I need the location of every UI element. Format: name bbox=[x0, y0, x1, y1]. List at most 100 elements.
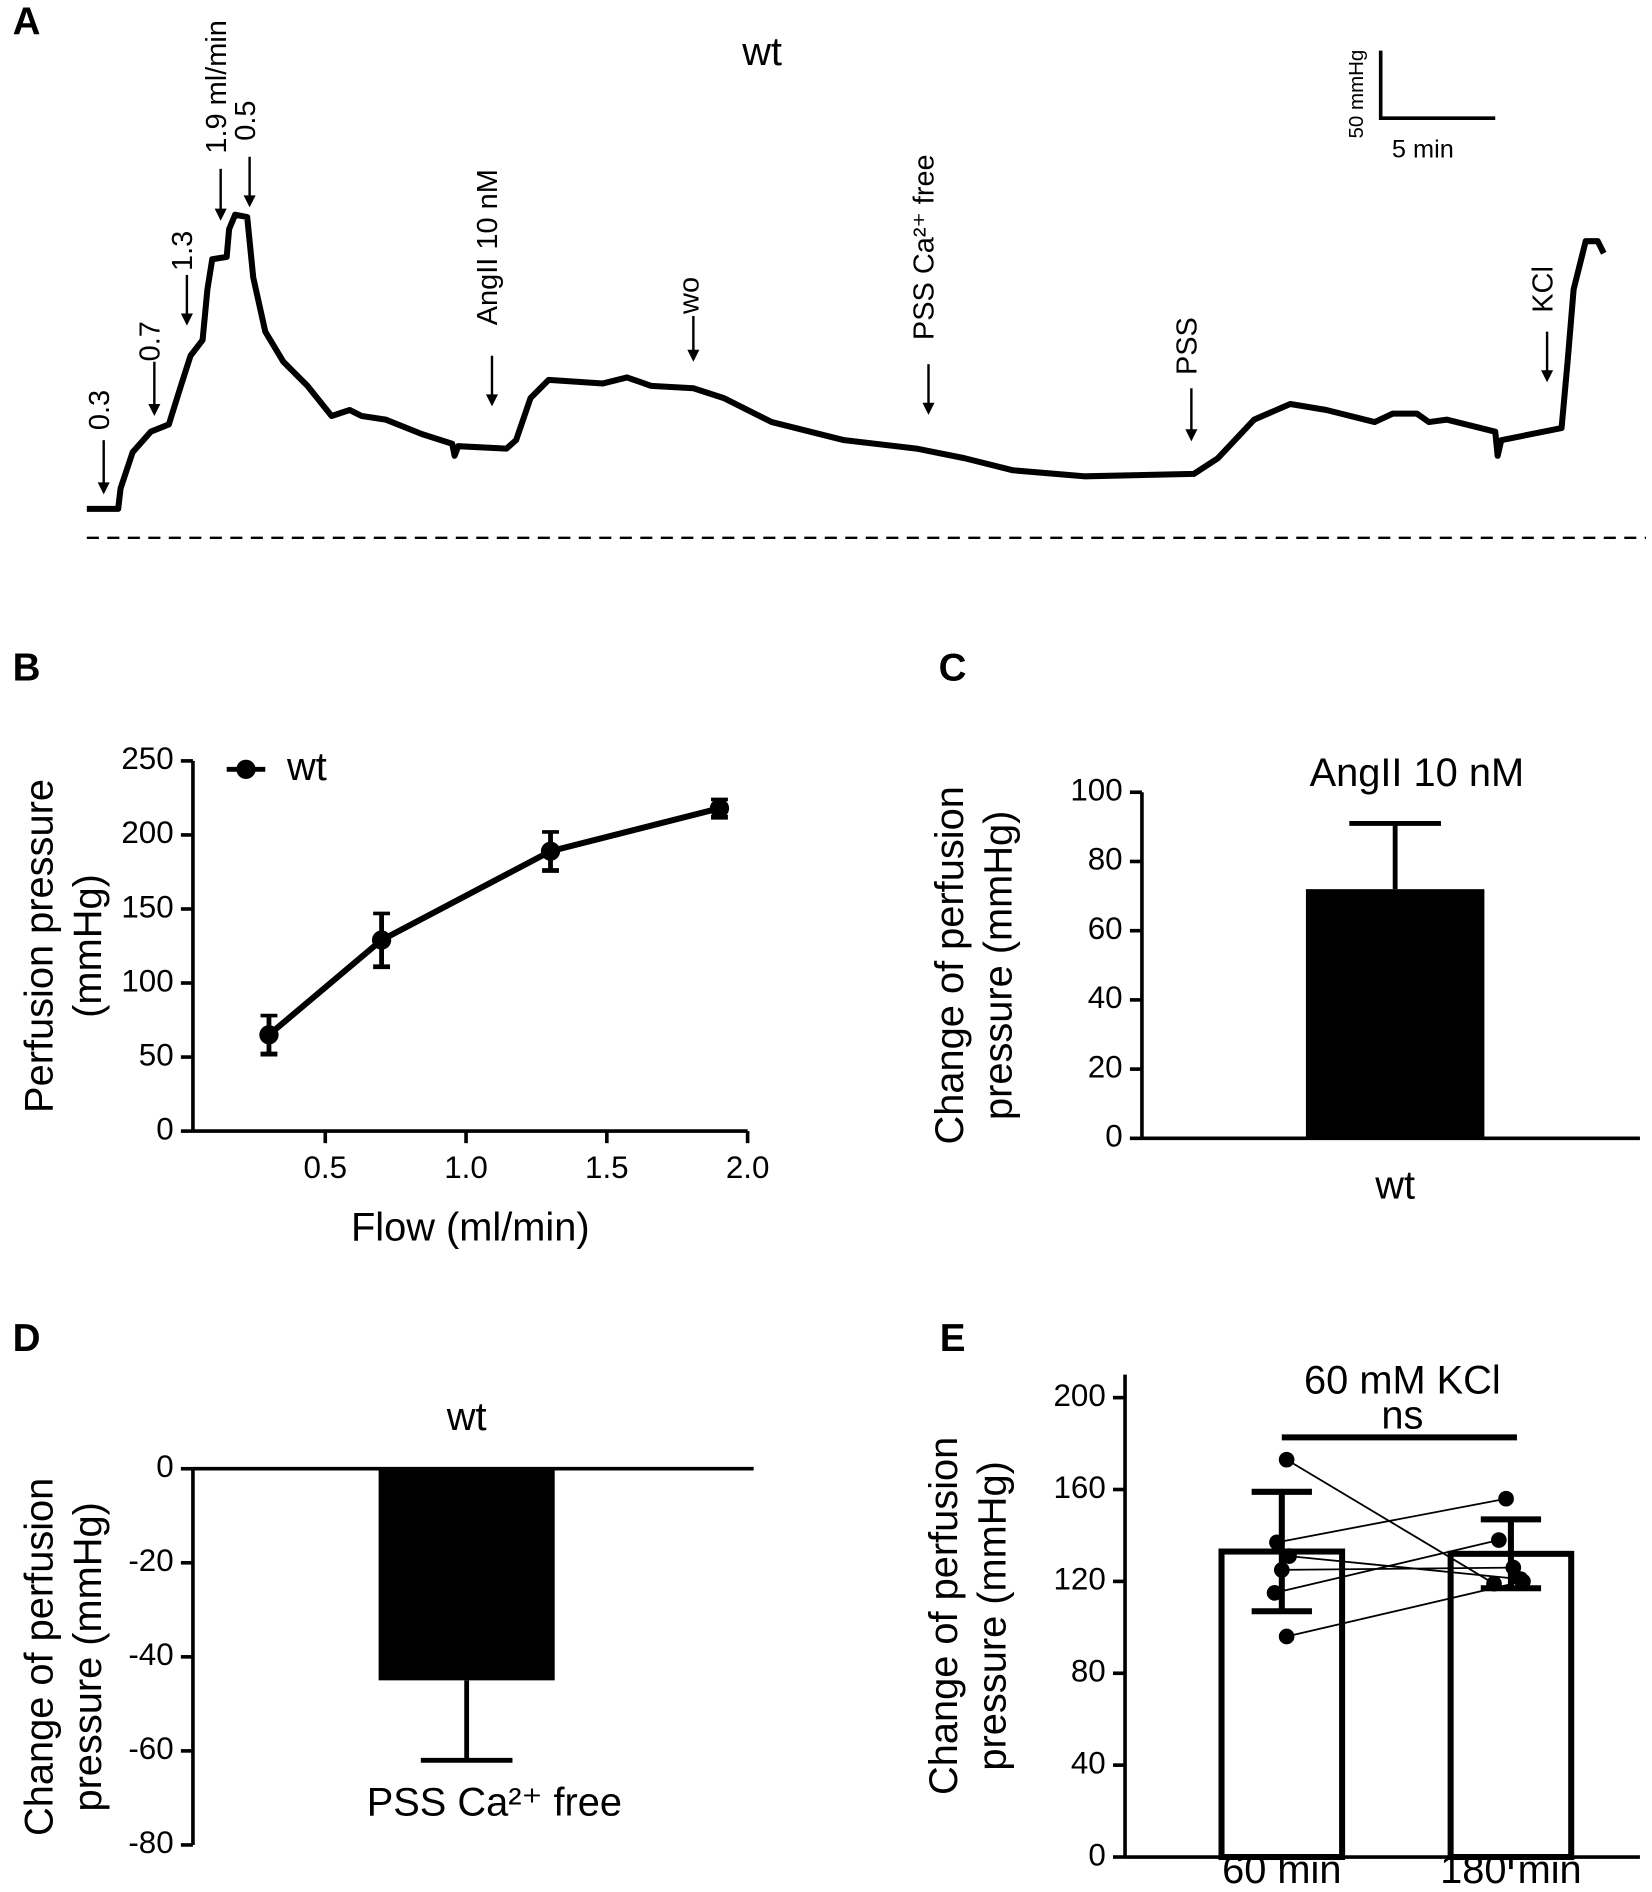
y-axis-label: (mmHg) bbox=[66, 874, 110, 1018]
point bbox=[1266, 1585, 1283, 1601]
legend-marker bbox=[236, 759, 256, 779]
point bbox=[259, 1025, 279, 1045]
pair-line bbox=[1286, 1580, 1524, 1638]
y-tick-label: 50 bbox=[139, 1037, 174, 1072]
point bbox=[1278, 1628, 1295, 1645]
y-tick-label: 0 bbox=[1088, 1837, 1105, 1872]
scale-x-label: 5 min bbox=[1392, 135, 1454, 163]
bar bbox=[1447, 1550, 1575, 1861]
x-tick-label: 2.0 bbox=[726, 1150, 770, 1185]
bar bbox=[1305, 889, 1485, 1139]
y-axis-label: Perfusion pressure bbox=[18, 779, 62, 1113]
y-tick-label: -40 bbox=[128, 1637, 173, 1672]
bar bbox=[378, 1468, 555, 1681]
arrow-head bbox=[243, 195, 256, 208]
y-tick-label: -80 bbox=[128, 1825, 173, 1860]
point bbox=[1486, 1575, 1502, 1592]
y-tick-label: 120 bbox=[1053, 1562, 1105, 1597]
arrow-head bbox=[485, 394, 499, 407]
point bbox=[1515, 1573, 1531, 1590]
y-tick-label: 100 bbox=[121, 963, 173, 998]
y-tick-label: -60 bbox=[128, 1731, 173, 1766]
point bbox=[1269, 1534, 1285, 1551]
point bbox=[1281, 1548, 1297, 1564]
arrow-head bbox=[214, 208, 227, 221]
arrow-head bbox=[180, 313, 193, 326]
chart-title: wt bbox=[741, 30, 782, 74]
panel-label: B bbox=[13, 647, 41, 690]
panel-label: C bbox=[939, 647, 967, 690]
x-axis-label: PSS Ca²⁺ free bbox=[367, 1781, 622, 1825]
annotation: 1.3 bbox=[167, 231, 199, 271]
x-tick-label: wt bbox=[446, 1395, 487, 1439]
y-axis-label: Change of perfusion bbox=[928, 786, 972, 1144]
pair-line bbox=[1276, 1497, 1507, 1544]
x-tick-label: wt bbox=[1374, 1163, 1415, 1207]
annotation: 0.5 bbox=[230, 100, 262, 140]
arrow-head bbox=[1541, 370, 1554, 383]
significance-label: ns bbox=[1381, 1394, 1423, 1438]
point bbox=[371, 930, 392, 950]
panel-label: D bbox=[13, 1317, 41, 1360]
annotation: wo bbox=[674, 277, 706, 315]
annotation: 0.3 bbox=[84, 390, 116, 430]
y-tick-label: 20 bbox=[1088, 1049, 1123, 1084]
point bbox=[1273, 1562, 1290, 1578]
arrow-head bbox=[1185, 429, 1198, 442]
annotation: AngII 10 nM bbox=[472, 169, 504, 325]
arrow-head bbox=[687, 349, 700, 362]
y-axis-label: pressure (mmHg) bbox=[970, 1461, 1014, 1770]
scale-y-label: 50 mmHg bbox=[1345, 50, 1368, 139]
point bbox=[1505, 1559, 1522, 1576]
annotation: KCl bbox=[1527, 266, 1559, 313]
y-tick-label: 0 bbox=[1105, 1119, 1122, 1154]
x-axis-label: Flow (ml/min) bbox=[351, 1205, 590, 1249]
y-axis-label: Change of perfusion bbox=[18, 1478, 62, 1836]
point bbox=[1498, 1490, 1514, 1507]
x-tick-label: 180 min bbox=[1440, 1848, 1582, 1892]
y-tick-label: 40 bbox=[1071, 1745, 1106, 1780]
y-axis-label: pressure (mmHg) bbox=[976, 811, 1020, 1120]
annotation: 0.7 bbox=[135, 321, 167, 361]
pressure-trace bbox=[86, 211, 1607, 512]
x-tick-label: 60 min bbox=[1222, 1848, 1341, 1892]
point bbox=[1491, 1532, 1507, 1548]
y-tick-label: 60 bbox=[1088, 911, 1123, 946]
y-tick-label: -20 bbox=[128, 1543, 173, 1578]
y-tick-label: 0 bbox=[156, 1449, 173, 1484]
chart-title: 60 mM KCl bbox=[1304, 1359, 1501, 1403]
arrow-head bbox=[148, 403, 161, 417]
x-tick-label: 1.5 bbox=[585, 1150, 629, 1185]
y-tick-label: 160 bbox=[1053, 1470, 1105, 1505]
annotation: PSS bbox=[1172, 317, 1204, 375]
legend-label: wt bbox=[286, 745, 327, 789]
annotation: 1.9 ml/min bbox=[201, 20, 233, 153]
y-tick-label: 200 bbox=[1053, 1378, 1105, 1413]
point bbox=[709, 798, 730, 818]
y-tick-label: 200 bbox=[121, 815, 173, 850]
point bbox=[540, 841, 561, 861]
arrow-head bbox=[97, 482, 110, 495]
y-axis-label: Change of perfusion bbox=[922, 1437, 966, 1795]
y-tick-label: 250 bbox=[121, 741, 173, 776]
y-tick-label: 0 bbox=[156, 1111, 173, 1146]
y-axis-label: pressure (mmHg) bbox=[66, 1502, 110, 1811]
point bbox=[1278, 1451, 1295, 1468]
x-tick-label: 0.5 bbox=[303, 1150, 347, 1185]
arrow-head bbox=[922, 402, 935, 415]
x-tick-label: 1.0 bbox=[444, 1150, 488, 1185]
y-tick-label: 150 bbox=[121, 889, 173, 924]
chart-title: AngII 10 nM bbox=[1310, 751, 1525, 795]
y-tick-label: 100 bbox=[1070, 773, 1122, 808]
panel-label: E bbox=[940, 1317, 966, 1360]
annotation: PSS Ca²⁺ free bbox=[909, 154, 941, 340]
y-tick-label: 40 bbox=[1088, 980, 1123, 1015]
y-tick-label: 80 bbox=[1071, 1654, 1106, 1689]
panel-label: A bbox=[13, 0, 41, 43]
pair-line bbox=[1281, 1566, 1514, 1571]
pair-line bbox=[1274, 1539, 1500, 1594]
series-line bbox=[267, 805, 721, 1038]
scale-bar bbox=[1378, 50, 1496, 120]
